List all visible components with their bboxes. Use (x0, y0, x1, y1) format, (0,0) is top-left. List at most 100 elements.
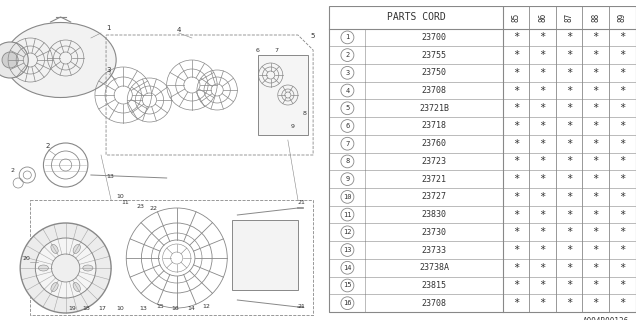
Text: 4: 4 (177, 27, 181, 33)
Text: 14: 14 (187, 306, 195, 311)
Text: *: * (540, 50, 546, 60)
Circle shape (51, 254, 80, 282)
Text: *: * (513, 192, 519, 202)
Ellipse shape (73, 283, 81, 292)
Text: *: * (513, 281, 519, 291)
Text: 23723: 23723 (422, 157, 447, 166)
Text: 87: 87 (564, 13, 573, 22)
Text: *: * (513, 227, 519, 237)
Text: *: * (619, 32, 625, 42)
Circle shape (20, 223, 111, 313)
Text: 23721: 23721 (422, 175, 447, 184)
Text: 23755: 23755 (422, 51, 447, 60)
Text: 14: 14 (343, 265, 351, 271)
Text: 22: 22 (150, 206, 157, 211)
Text: *: * (619, 85, 625, 96)
Text: *: * (566, 227, 572, 237)
Text: *: * (593, 68, 599, 78)
Text: 86: 86 (538, 13, 547, 22)
Text: 13: 13 (343, 247, 351, 253)
Text: *: * (540, 263, 546, 273)
Circle shape (341, 297, 354, 309)
Text: *: * (540, 174, 546, 184)
Circle shape (341, 190, 354, 203)
Text: 4: 4 (345, 88, 349, 93)
Text: *: * (593, 139, 599, 149)
Text: *: * (619, 281, 625, 291)
Ellipse shape (51, 283, 58, 292)
Text: *: * (566, 103, 572, 113)
Circle shape (341, 155, 354, 168)
Circle shape (341, 137, 354, 150)
Text: 13: 13 (106, 174, 114, 179)
Text: *: * (593, 103, 599, 113)
Text: *: * (566, 85, 572, 96)
Text: *: * (619, 210, 625, 220)
Text: 1: 1 (106, 25, 111, 31)
Text: *: * (513, 245, 519, 255)
Text: 9: 9 (345, 176, 349, 182)
Text: *: * (540, 121, 546, 131)
Circle shape (341, 208, 354, 221)
Text: 18: 18 (83, 306, 91, 311)
Circle shape (341, 261, 354, 274)
Text: 15: 15 (157, 304, 164, 309)
Text: *: * (566, 68, 572, 78)
Text: 12: 12 (202, 304, 210, 309)
Text: *: * (593, 121, 599, 131)
Text: 23733: 23733 (422, 245, 447, 254)
Text: *: * (619, 245, 625, 255)
Ellipse shape (38, 265, 49, 271)
Text: *: * (513, 32, 519, 42)
Text: 23: 23 (136, 204, 145, 209)
Text: *: * (540, 85, 546, 96)
Text: *: * (513, 139, 519, 149)
Text: *: * (540, 68, 546, 78)
Text: *: * (540, 192, 546, 202)
Text: *: * (593, 227, 599, 237)
Text: *: * (513, 50, 519, 60)
Text: *: * (566, 281, 572, 291)
Text: 15: 15 (343, 283, 351, 289)
Text: 6: 6 (255, 48, 259, 53)
Text: *: * (566, 50, 572, 60)
Circle shape (2, 52, 18, 68)
Text: *: * (593, 156, 599, 166)
Text: *: * (566, 263, 572, 273)
Text: 8: 8 (303, 111, 307, 116)
Text: *: * (540, 156, 546, 166)
Ellipse shape (73, 244, 81, 253)
Text: *: * (566, 298, 572, 308)
Text: 10: 10 (116, 306, 124, 311)
Text: *: * (540, 227, 546, 237)
Text: 2: 2 (10, 168, 14, 173)
Circle shape (341, 84, 354, 97)
Text: 19: 19 (68, 306, 77, 311)
Text: 6: 6 (345, 123, 349, 129)
Circle shape (0, 42, 28, 78)
Text: 5: 5 (310, 33, 314, 39)
Text: *: * (513, 156, 519, 166)
Text: *: * (619, 50, 625, 60)
Text: 11: 11 (121, 200, 129, 205)
Text: 23708: 23708 (422, 299, 447, 308)
Text: 5: 5 (345, 105, 349, 111)
Text: 2: 2 (345, 52, 349, 58)
Ellipse shape (51, 244, 58, 253)
Text: *: * (513, 298, 519, 308)
Text: 23760: 23760 (422, 139, 447, 148)
Text: 23708: 23708 (422, 86, 447, 95)
Text: 10: 10 (116, 194, 124, 199)
Text: *: * (619, 192, 625, 202)
Text: *: * (593, 192, 599, 202)
Text: *: * (513, 103, 519, 113)
Text: *: * (619, 298, 625, 308)
Circle shape (341, 226, 354, 239)
Text: 7: 7 (275, 48, 279, 53)
Text: 17: 17 (98, 306, 106, 311)
Text: *: * (540, 298, 546, 308)
Ellipse shape (5, 22, 116, 98)
Text: *: * (540, 32, 546, 42)
Text: *: * (566, 139, 572, 149)
Text: *: * (593, 174, 599, 184)
